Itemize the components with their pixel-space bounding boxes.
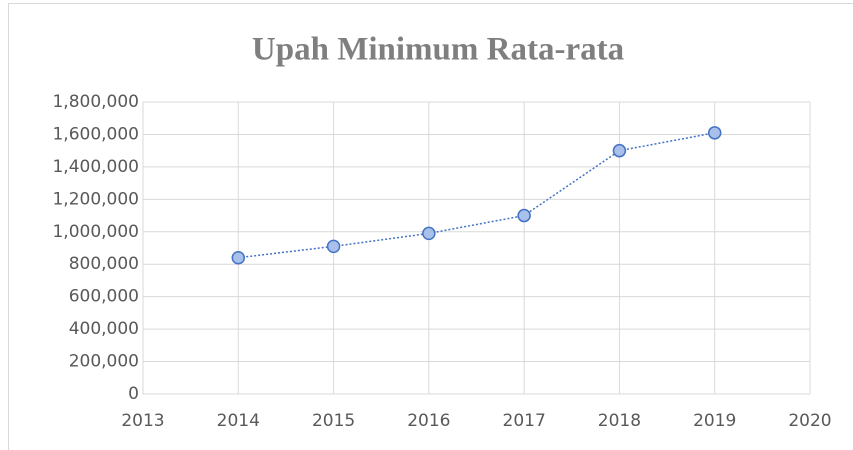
chart-frame bbox=[8, 3, 853, 450]
x-tick-label: 2019 bbox=[693, 411, 736, 431]
y-tick-label: 0 bbox=[128, 384, 139, 404]
chart-title: Upah Minimum Rata-rata bbox=[252, 32, 624, 68]
y-tick-label: 1,000,000 bbox=[52, 222, 139, 242]
y-tick-label: 800,000 bbox=[69, 254, 139, 274]
y-tick-label: 600,000 bbox=[69, 287, 139, 307]
x-tick-label: 2018 bbox=[598, 411, 641, 431]
x-tick-label: 2014 bbox=[217, 411, 260, 431]
y-tick-label: 200,000 bbox=[69, 352, 139, 372]
data-point bbox=[517, 208, 531, 223]
y-tick-label: 1,800,000 bbox=[52, 92, 139, 112]
y-tick-label: 1,400,000 bbox=[52, 157, 139, 177]
x-tick-label: 2015 bbox=[312, 411, 355, 431]
y-tick-label: 400,000 bbox=[69, 319, 139, 339]
x-tick-label: 2016 bbox=[407, 411, 450, 431]
data-point bbox=[422, 226, 436, 241]
x-tick-label: 2020 bbox=[788, 411, 831, 431]
x-tick-label: 2013 bbox=[121, 411, 164, 431]
data-point bbox=[326, 239, 341, 254]
y-tick-label: 1,600,000 bbox=[52, 124, 139, 144]
y-tick-label: 1,200,000 bbox=[52, 189, 139, 209]
data-point bbox=[707, 126, 722, 140]
data-line bbox=[238, 132, 715, 259]
data-point bbox=[231, 250, 246, 265]
data-point bbox=[612, 143, 627, 158]
x-tick-label: 2017 bbox=[503, 411, 546, 431]
